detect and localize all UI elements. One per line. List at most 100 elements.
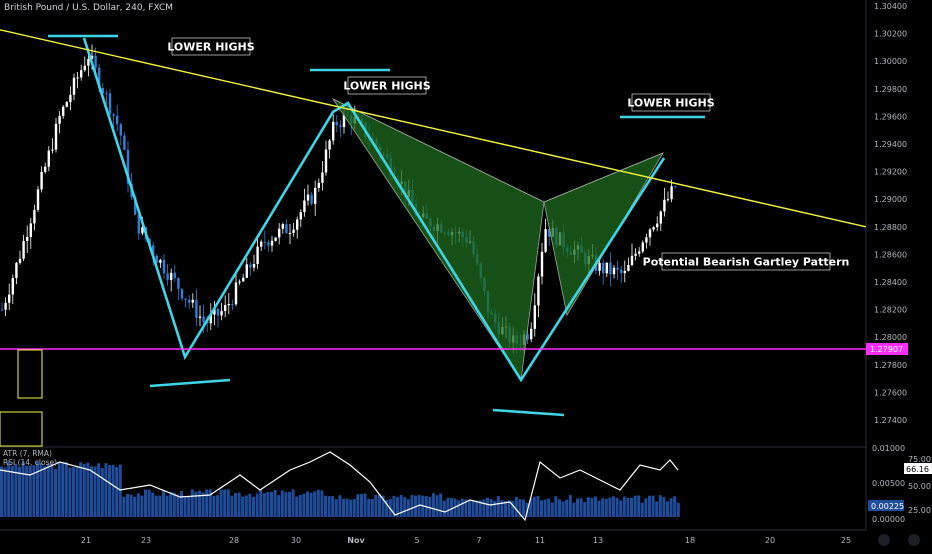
candle-body (159, 259, 162, 263)
atr-bar (147, 489, 151, 517)
atr-bar (284, 492, 288, 517)
atr-bar (194, 491, 198, 517)
x-tick-label: 18 (685, 536, 695, 545)
atr-bar (3, 467, 7, 517)
atr-bar (32, 465, 36, 517)
atr-bar (36, 461, 39, 517)
highlight-box (17, 349, 43, 399)
candle-body (90, 55, 94, 60)
candle-body (306, 194, 310, 201)
candle-body (288, 232, 292, 234)
logo-icon[interactable] (908, 534, 920, 546)
atr-bar (439, 493, 443, 517)
candle-body (94, 55, 97, 68)
atr-bar (241, 496, 245, 517)
candle-body (335, 121, 338, 126)
candle-body (69, 94, 72, 103)
atr-bar (496, 496, 500, 517)
atr-bar (100, 468, 104, 517)
candle-body (533, 305, 536, 329)
candle-body (267, 242, 270, 246)
atr-bar (133, 496, 137, 517)
atr-bar (0, 466, 3, 517)
atr-bar (183, 496, 187, 517)
atr-bar (363, 493, 367, 517)
atr-bar (262, 493, 266, 517)
atr-bar (360, 493, 363, 517)
candle-body (602, 263, 605, 274)
candle-body (15, 262, 18, 278)
atr-bar (586, 497, 590, 517)
atr-bar (212, 496, 216, 517)
atr-bar (399, 495, 403, 517)
rsi-tick: 25.00 (908, 506, 931, 515)
atr-bar (324, 495, 327, 517)
candle-body (224, 305, 227, 312)
atr-bar (597, 500, 601, 517)
atr-bar (273, 489, 277, 517)
candle-body (195, 299, 198, 318)
atr-label: ATR (7, RMA) (3, 449, 52, 458)
gartley-pattern-label: Potential Bearish Gartley Pattern (643, 252, 850, 271)
atr-bar (673, 496, 677, 517)
gartley-pattern-label-text: Potential Bearish Gartley Pattern (643, 256, 850, 269)
y-tick-label: 1.28200 (874, 306, 907, 315)
atr-bar (64, 462, 68, 517)
marker-line (492, 408, 565, 417)
atr-bar (608, 497, 612, 517)
atr-bar (122, 496, 126, 517)
atr-bar (669, 498, 673, 517)
atr-bar (529, 498, 533, 517)
candle-body (342, 115, 346, 128)
atr-bar (82, 464, 86, 517)
atr-bar (500, 500, 504, 517)
candle-body (299, 212, 302, 220)
atr-bar (21, 461, 25, 517)
candle-body (674, 186, 677, 188)
gartley-bd-line (543, 152, 664, 203)
x-tick-label: 11 (535, 536, 545, 545)
candle-body (80, 70, 83, 78)
candle-body (123, 135, 126, 150)
atr-bar (234, 493, 237, 517)
candle-body (188, 299, 191, 303)
atr-bar (176, 494, 180, 517)
atr-bar (378, 493, 381, 517)
highlight-box (0, 411, 43, 447)
y-tick-label: 1.28800 (874, 223, 907, 232)
atr-bar (237, 492, 241, 517)
atr-bar (338, 495, 342, 517)
atr-bar (554, 496, 558, 517)
atr-bar (370, 499, 374, 517)
atr-bar (169, 491, 173, 517)
settings-icon[interactable] (878, 534, 890, 546)
atr-bar (478, 500, 482, 517)
atr-bar (68, 467, 72, 517)
atr-bar (162, 489, 165, 517)
lower-y-tick: 0.01000 (872, 444, 905, 453)
candle-body (209, 314, 212, 324)
candle-body (155, 255, 158, 263)
rsi-label: RSI (14, close) (3, 458, 57, 467)
atr-bar (342, 498, 345, 517)
candle-body (656, 223, 659, 228)
candle-body (216, 308, 220, 316)
atr-bar (151, 492, 155, 517)
x-tick-label: 25 (841, 536, 851, 545)
candle-body (202, 316, 205, 323)
atr-bar (187, 496, 191, 517)
atr-bar (446, 497, 450, 517)
candle-body (530, 328, 533, 340)
atr-bar (356, 494, 360, 517)
candle-body (645, 237, 648, 243)
atr-bar (486, 497, 489, 517)
candle-body (544, 229, 547, 252)
atr-bar (612, 496, 615, 517)
atr-bar (309, 492, 313, 517)
candle-body (58, 116, 61, 124)
candle-body (198, 316, 202, 318)
candle-body (184, 298, 187, 300)
atr-bar (219, 489, 223, 517)
candle-body (8, 294, 11, 303)
